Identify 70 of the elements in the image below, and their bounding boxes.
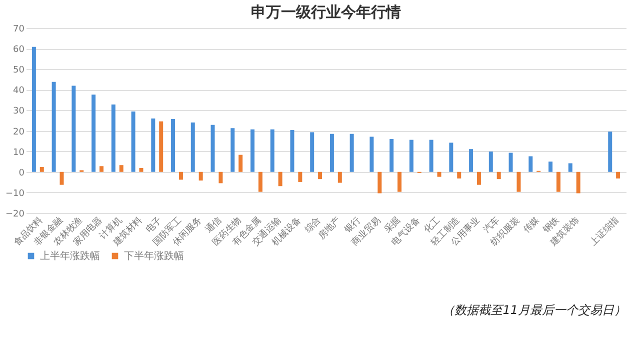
bar (318, 172, 322, 180)
bar (258, 172, 262, 192)
bar (131, 111, 136, 172)
bar (508, 152, 513, 172)
text: （数据截至11月最后一个交易日） (442, 303, 626, 317)
bar (32, 46, 36, 172)
bar (398, 172, 402, 192)
bar (330, 134, 334, 172)
bar (310, 132, 314, 172)
bar (576, 172, 580, 194)
bar (99, 166, 104, 172)
y-tick-label: 0 (18, 168, 25, 178)
bar (409, 140, 414, 172)
bar (378, 172, 382, 194)
bar (338, 172, 342, 183)
x-tick-label: 传媒 (521, 214, 542, 236)
y-tick-label: −10 (6, 188, 25, 199)
bar (60, 172, 64, 185)
y-tick-label: 50 (13, 66, 25, 76)
bar (528, 156, 533, 172)
bar (119, 165, 124, 172)
bar (568, 163, 572, 172)
legend-label: 上半年涨跌幅 (40, 250, 100, 262)
bar (111, 104, 116, 172)
bar (218, 172, 223, 184)
bar (488, 152, 493, 172)
bar (516, 172, 521, 192)
bar (92, 94, 96, 172)
bar (390, 139, 394, 172)
bar (178, 172, 183, 180)
bar (52, 82, 56, 172)
bar (250, 129, 254, 172)
bar (198, 172, 203, 181)
bar (139, 168, 144, 172)
bar (437, 172, 442, 177)
bar (210, 124, 215, 172)
bar (171, 119, 176, 172)
bar (159, 121, 164, 172)
bar (548, 162, 553, 172)
bar (429, 140, 434, 172)
bar (608, 132, 612, 172)
y-tick-label: 70 (13, 24, 25, 34)
bar (230, 128, 235, 172)
bar (72, 86, 76, 172)
y-tick-label: 40 (13, 86, 25, 96)
y-tick-label: 30 (13, 106, 25, 117)
bar (457, 172, 462, 178)
y-tick-label: 10 (13, 148, 25, 158)
bar (298, 172, 302, 182)
y-tick-label: 20 (13, 127, 25, 138)
bar (278, 172, 282, 186)
chart-title: 申万一级行业今年行情 (251, 3, 401, 21)
bar (496, 172, 501, 180)
bar (370, 136, 374, 172)
bar (469, 149, 474, 172)
x-tick-label: 上证综指 (588, 214, 622, 248)
bar (151, 118, 156, 172)
legend-label: 下半年涨跌幅 (124, 250, 184, 262)
bar (238, 154, 243, 172)
bar (270, 129, 274, 172)
bar (290, 130, 294, 172)
bar (449, 142, 454, 172)
bar (616, 172, 620, 178)
bar (556, 172, 560, 192)
bar (350, 134, 354, 172)
bar (40, 166, 44, 172)
y-tick-label: −20 (6, 210, 25, 220)
bar (190, 122, 195, 172)
y-tick-label: 60 (13, 45, 25, 56)
bar (476, 172, 481, 185)
